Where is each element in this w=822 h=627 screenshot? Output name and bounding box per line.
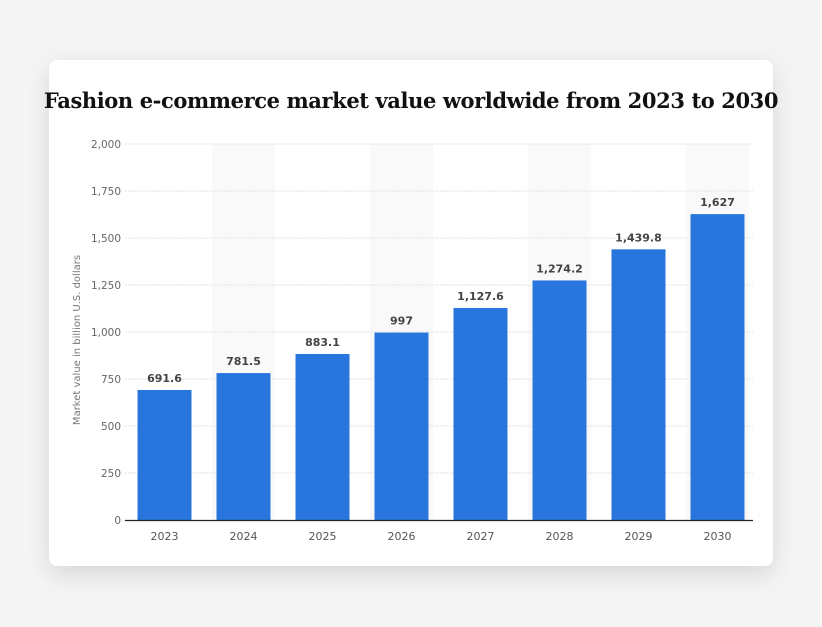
- data-label: 1,127.6: [457, 290, 504, 303]
- bar: [690, 214, 745, 520]
- data-label: 1,439.8: [615, 231, 662, 244]
- bar: [216, 373, 271, 520]
- bar: [137, 389, 192, 520]
- y-tick-label: 1,750: [91, 186, 121, 198]
- data-label: 1,627: [700, 196, 735, 209]
- y-tick-label: 750: [101, 374, 121, 386]
- chart-title: Fashion e-commerce market value worldwid…: [43, 88, 779, 113]
- bar: [611, 249, 666, 520]
- x-tick-label: 2028: [546, 530, 574, 543]
- y-axis-label: Market value in billion U.S. dollars: [72, 255, 83, 425]
- x-tick-label: 2026: [388, 530, 416, 543]
- x-tick-label: 2030: [704, 530, 732, 543]
- y-tick-label: 1,500: [91, 233, 121, 245]
- bar: [295, 353, 350, 520]
- y-tick-label: 1,000: [91, 327, 121, 339]
- data-label: 997: [390, 315, 413, 328]
- y-tick-label: 2,000: [91, 139, 121, 151]
- x-tick-label: 2023: [151, 530, 179, 543]
- x-tick-label: 2025: [309, 530, 337, 543]
- data-label: 691.6: [147, 372, 182, 385]
- y-tick-label: 1,250: [91, 280, 121, 292]
- x-tick-label: 2024: [230, 530, 258, 543]
- y-tick-label: 0: [114, 515, 121, 527]
- bar: [374, 332, 429, 520]
- x-tick-label: 2027: [467, 530, 495, 543]
- y-tick-label: 500: [101, 421, 121, 433]
- data-label: 781.5: [226, 355, 261, 368]
- y-tick-label: 250: [101, 468, 121, 480]
- data-label: 1,274.2: [536, 262, 583, 275]
- data-label: 883.1: [305, 336, 340, 349]
- bar: [532, 280, 587, 520]
- bar: [453, 308, 508, 520]
- x-tick-label: 2029: [625, 530, 653, 543]
